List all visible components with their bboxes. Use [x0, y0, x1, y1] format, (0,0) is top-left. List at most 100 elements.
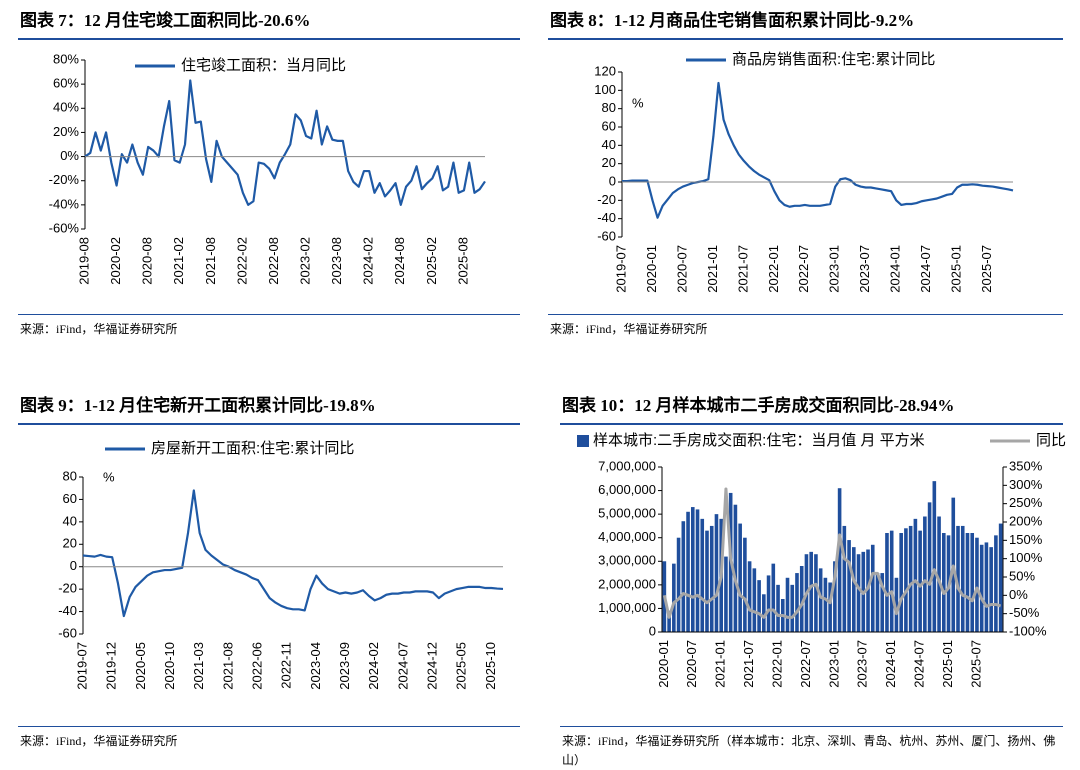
- bar: [757, 580, 761, 632]
- x-tick-label: 2024-08: [392, 237, 407, 285]
- y-tick-label: 3,000,000: [598, 553, 656, 568]
- bar: [994, 535, 998, 632]
- x-tick-label: 2022-07: [798, 640, 813, 688]
- bar: [989, 547, 993, 632]
- unit-annotation: %: [632, 95, 644, 110]
- bar: [785, 577, 790, 632]
- y-tick-label: 40: [602, 137, 616, 152]
- bar: [880, 573, 885, 632]
- x-tick-label: 2023-01: [826, 640, 841, 688]
- x-tick-label: 2021-03: [191, 642, 206, 690]
- bar: [965, 533, 970, 632]
- chart-title: 图表 7：12 月住宅竣工面积同比-20.6%: [18, 2, 520, 40]
- bar: [932, 481, 937, 632]
- bar: [776, 584, 780, 632]
- x-tick-label: 2020-10: [162, 642, 177, 690]
- bar: [700, 518, 705, 632]
- bar: [733, 504, 738, 632]
- bar: [913, 518, 918, 632]
- y-tick-label: 120: [594, 63, 616, 78]
- y2-tick-label: 150%: [1009, 532, 1043, 547]
- x-tick-label: 2021-07: [735, 245, 750, 293]
- bar: [724, 556, 728, 632]
- bar: [672, 563, 676, 632]
- x-tick-label: 2025-08: [455, 237, 470, 285]
- x-tick-label: 2020-01: [656, 640, 671, 688]
- y-tick-label: 0: [609, 173, 616, 188]
- bar: [799, 566, 804, 632]
- bar: [690, 507, 695, 632]
- bar: [695, 509, 700, 632]
- y-tick-label: 7,000,000: [598, 458, 656, 473]
- y2-tick-label: 100%: [1009, 550, 1043, 565]
- y-tick-label: 80: [602, 100, 616, 115]
- bar: [833, 561, 837, 632]
- x-tick-label: 2021-07: [741, 640, 756, 688]
- bar: [852, 547, 856, 632]
- bar: [927, 502, 932, 632]
- bar: [970, 533, 975, 632]
- y-tick-label: -20: [58, 581, 77, 596]
- x-tick-label: 2020-01: [644, 245, 659, 293]
- y-tick-label: 20%: [53, 124, 79, 139]
- x-tick-label: 2025-05: [454, 642, 469, 690]
- x-tick-label: 2023-07: [857, 245, 872, 293]
- x-tick-label: 2025-10: [483, 642, 498, 690]
- y-tick-label: 5,000,000: [598, 506, 656, 521]
- y-tick-label: -20: [597, 192, 616, 207]
- legend-label: 同比: [1036, 432, 1066, 449]
- x-tick-label: 2019-08: [76, 237, 91, 285]
- bar: [762, 594, 766, 632]
- y-tick-label: -60: [597, 228, 616, 243]
- bar: [866, 549, 870, 632]
- bar: [795, 573, 799, 632]
- bar: [714, 514, 719, 632]
- y2-tick-label: 200%: [1009, 513, 1043, 528]
- chart-title: 图表 10：12 月样本城市二手房成交面积同比-28.94%: [560, 387, 1063, 425]
- bar: [975, 537, 979, 632]
- x-tick-label: 2023-01: [827, 245, 842, 293]
- y-tick-label: 1,000,000: [598, 600, 656, 615]
- source-note: 来源：iFind，华福证券研究所: [18, 726, 520, 751]
- x-tick-label: 2023-02: [297, 237, 312, 285]
- y2-tick-label: 300%: [1009, 477, 1043, 492]
- x-tick-label: 2022-08: [266, 237, 281, 285]
- line-series: [84, 79, 486, 206]
- x-tick-label: 2020-08: [140, 237, 155, 285]
- legend-label: 商品房销售面积:住宅:累计同比: [732, 51, 935, 68]
- x-tick-label: 2024-01: [888, 245, 903, 293]
- source-note: 来源：iFind，华福证券研究所: [18, 314, 520, 339]
- bar: [676, 537, 681, 632]
- bar: [847, 540, 851, 632]
- y-tick-label: 6,000,000: [598, 482, 656, 497]
- bar: [790, 584, 795, 632]
- y-tick-label: -60: [58, 625, 77, 640]
- x-tick-label: 2020-05: [133, 642, 148, 690]
- bar: [889, 530, 894, 632]
- x-tick-label: 2021-08: [220, 642, 235, 690]
- x-tick-label: 2024-02: [361, 237, 376, 285]
- y2-tick-label: 0%: [1009, 587, 1028, 602]
- bar: [918, 530, 922, 632]
- x-tick-label: 2024-07: [395, 642, 410, 690]
- x-tick-label: 2021-01: [705, 245, 720, 293]
- x-tick-label: 2021-08: [203, 237, 218, 285]
- y-tick-label: -20%: [49, 172, 80, 187]
- bar: [875, 573, 880, 632]
- legend-swatch: [577, 435, 589, 447]
- x-tick-label: 2024-07: [918, 245, 933, 293]
- x-tick-label: 2021-01: [713, 640, 728, 688]
- bar: [960, 525, 965, 632]
- x-tick-label: 2022-06: [249, 642, 264, 690]
- y-tick-label: 0: [70, 558, 77, 573]
- x-tick-label: 2019-12: [104, 642, 119, 690]
- x-tick-label: 2023-07: [855, 640, 870, 688]
- bar: [842, 525, 847, 632]
- bar: [686, 511, 690, 632]
- x-tick-label: 2020-07: [674, 245, 689, 293]
- y-tick-label: 0: [649, 623, 656, 638]
- x-tick-label: 2025-07: [968, 640, 983, 688]
- bar: [823, 577, 828, 632]
- y2-tick-label: -100%: [1009, 623, 1047, 638]
- x-tick-label: 2023-08: [329, 237, 344, 285]
